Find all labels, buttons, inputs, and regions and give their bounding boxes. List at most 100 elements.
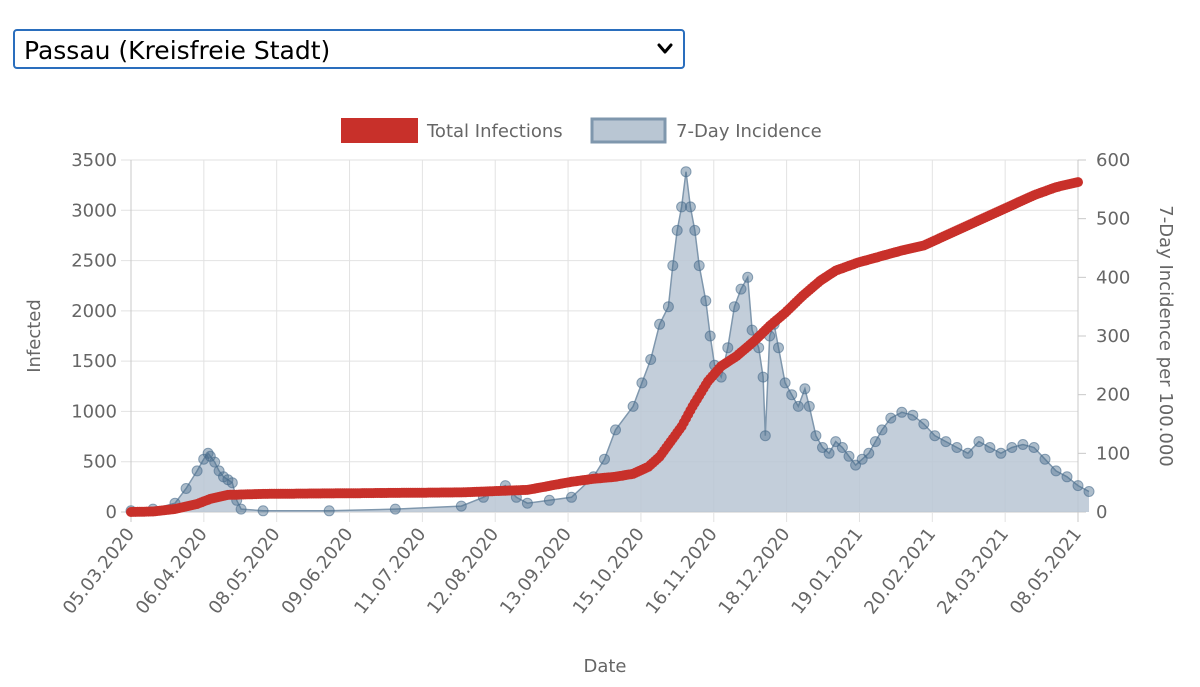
incidence-point bbox=[746, 324, 758, 336]
incidence-point bbox=[1061, 471, 1073, 483]
total-infections-line bbox=[126, 177, 1083, 517]
incidence-point bbox=[627, 400, 639, 412]
incidence-point bbox=[951, 442, 963, 453]
incidence-point bbox=[940, 436, 952, 448]
incidence-point bbox=[929, 430, 941, 442]
y-axis-title-right: 7-Day Incidence per 100.000 bbox=[1155, 205, 1176, 466]
incidence-point bbox=[1028, 442, 1040, 453]
incidence-point bbox=[863, 447, 875, 459]
x-axis-ticks: 05.03.202006.04.202008.05.202009.06.2020… bbox=[59, 524, 1086, 618]
incidence-point bbox=[209, 456, 221, 468]
x-tick-label: 20.02.2021 bbox=[860, 524, 940, 618]
incidence-point bbox=[869, 436, 881, 448]
incidence-point bbox=[389, 503, 401, 515]
incidence-point bbox=[654, 318, 666, 330]
incidence-point bbox=[728, 301, 740, 313]
incidence-point bbox=[684, 201, 696, 213]
region-select-value: Passau (Kreisfreie Stadt) bbox=[24, 36, 331, 65]
incidence-point bbox=[543, 494, 555, 506]
right-tick-label: 600 bbox=[1096, 150, 1130, 171]
incidence-point bbox=[1072, 480, 1084, 492]
incidence-point bbox=[566, 491, 577, 503]
incidence-point bbox=[779, 377, 791, 389]
incidence-line bbox=[130, 171, 1090, 512]
legend-swatch-total bbox=[341, 118, 418, 143]
legend-swatch-incidence bbox=[590, 117, 667, 144]
incidence-point bbox=[676, 201, 688, 213]
left-tick-label: 1000 bbox=[71, 401, 117, 422]
left-tick-label: 3000 bbox=[71, 200, 117, 221]
incidence-point bbox=[843, 450, 855, 462]
incidence-point bbox=[693, 260, 705, 272]
incidence-point bbox=[455, 500, 467, 512]
incidence-point bbox=[1050, 465, 1062, 477]
incidence-point bbox=[995, 447, 1007, 459]
incidence-point bbox=[667, 260, 679, 272]
x-tick-label: 12.08.2020 bbox=[423, 524, 503, 618]
left-tick-label: 500 bbox=[83, 452, 117, 473]
x-tick-label: 13.09.2020 bbox=[496, 524, 576, 618]
x-tick-label: 09.06.2020 bbox=[277, 524, 357, 618]
left-tick-label: 1500 bbox=[71, 351, 117, 372]
incidence-point bbox=[773, 342, 784, 354]
x-tick-label: 11.07.2020 bbox=[350, 524, 430, 618]
incidence-point bbox=[810, 430, 822, 442]
right-tick-label: 200 bbox=[1096, 385, 1130, 406]
x-tick-label: 08.05.2021 bbox=[1006, 524, 1086, 618]
right-tick-label: 300 bbox=[1096, 326, 1130, 347]
incidence-point bbox=[235, 503, 247, 515]
incidence-point bbox=[722, 342, 734, 354]
incidence-point bbox=[885, 412, 897, 424]
incidence-point bbox=[704, 330, 716, 342]
incidence-point bbox=[973, 436, 985, 448]
incidence-point bbox=[636, 377, 648, 389]
right-tick-label: 400 bbox=[1096, 267, 1130, 288]
incidence-point bbox=[213, 465, 225, 477]
incidence-point bbox=[180, 483, 192, 494]
incidence-point bbox=[918, 418, 930, 430]
x-tick-label: 08.05.2020 bbox=[205, 524, 285, 618]
x-tick-label: 24.03.2021 bbox=[933, 524, 1013, 618]
left-axis-ticks: 0 500 1000 1500 2000 2500 3000 3500 bbox=[71, 150, 117, 523]
incidence-point bbox=[742, 271, 754, 283]
incidence-point bbox=[876, 424, 888, 436]
incidence-point bbox=[680, 166, 692, 178]
left-tick-label: 3500 bbox=[71, 150, 117, 171]
right-axis-ticks: 0 100 200 300 400 500 600 bbox=[1096, 150, 1130, 523]
legend-label-incidence: 7-Day Incidence bbox=[676, 121, 822, 142]
left-tick-label: 0 bbox=[106, 502, 117, 523]
incidence-point bbox=[700, 295, 712, 307]
incidence-point bbox=[198, 453, 210, 465]
incidence-point bbox=[689, 224, 701, 236]
incidence-point bbox=[803, 400, 815, 412]
region-select[interactable]: Passau (Kreisfreie Stadt) bbox=[13, 29, 685, 69]
incidence-area-fill bbox=[131, 171, 1090, 512]
legend-label-total: Total Infections bbox=[426, 121, 563, 142]
incidence-point bbox=[786, 389, 798, 401]
incidence-point bbox=[759, 430, 771, 442]
x-tick-label: 16.11.2020 bbox=[642, 524, 722, 618]
x-tick-label: 05.03.2020 bbox=[59, 524, 139, 618]
incidence-point bbox=[610, 424, 621, 436]
incidence-area bbox=[130, 171, 1090, 512]
incidence-point bbox=[836, 442, 848, 453]
incidence-point bbox=[204, 450, 216, 462]
chevron-down-icon bbox=[657, 43, 673, 54]
x-tick-label: 18.12.2020 bbox=[715, 524, 795, 618]
incidence-point bbox=[226, 477, 238, 489]
incidence-point bbox=[735, 283, 747, 295]
incidence-point bbox=[757, 371, 769, 383]
left-tick-label: 2000 bbox=[71, 301, 117, 322]
incidence-point bbox=[645, 354, 657, 365]
right-tick-label: 500 bbox=[1096, 209, 1130, 230]
x-axis-title: Date bbox=[583, 656, 626, 677]
left-tick-label: 2500 bbox=[71, 251, 117, 272]
incidence-point bbox=[1017, 439, 1029, 450]
incidence-point bbox=[599, 453, 610, 465]
incidence-point bbox=[823, 447, 835, 459]
incidence-point bbox=[896, 406, 908, 418]
incidence-point bbox=[907, 409, 919, 421]
legend[interactable]: Total Infections 7-Day Incidence bbox=[341, 117, 822, 144]
incidence-point bbox=[1006, 442, 1018, 453]
incidence-point bbox=[962, 447, 974, 459]
